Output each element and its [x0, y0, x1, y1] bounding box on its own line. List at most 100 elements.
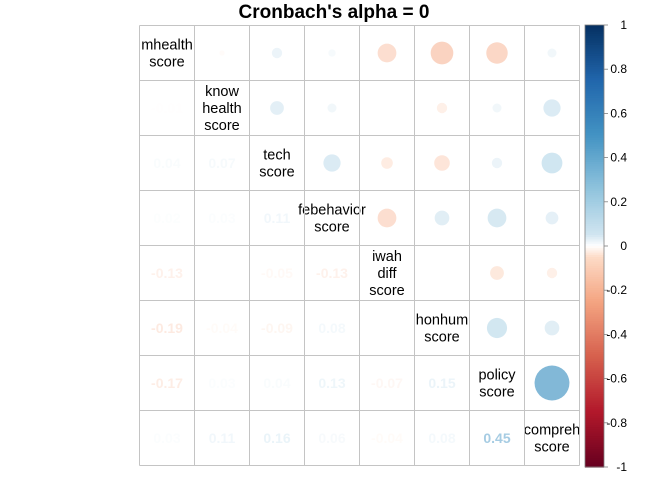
colorbar-segment	[585, 188, 604, 192]
colorbar-segment	[585, 281, 604, 285]
colorbar-segment	[585, 307, 604, 311]
colorbar-segment	[585, 429, 604, 433]
correlation-value: -0.05	[261, 265, 293, 281]
colorbar-segment	[585, 179, 604, 183]
diagonal-label: diff	[377, 266, 397, 282]
colorbar-segment	[585, 175, 604, 179]
colorbar-segment	[585, 226, 604, 229]
correlation-value: 0.13	[318, 375, 345, 391]
colorbar-segment	[585, 239, 604, 243]
correlation-circle	[486, 317, 508, 339]
colorbar-segment	[585, 365, 604, 369]
colorbar-segment	[585, 230, 604, 234]
colorbar-segment	[585, 349, 604, 353]
colorbar-segment	[585, 416, 604, 419]
colorbar-segment	[585, 323, 604, 327]
colorbar-segment	[585, 31, 604, 35]
colorbar-segment	[585, 82, 604, 86]
colorbar-segment	[585, 263, 604, 267]
colorbar-segment	[585, 212, 604, 216]
colorbar-segment	[585, 316, 604, 320]
colorbar-segment	[585, 215, 604, 218]
colorbar-segment	[585, 318, 604, 322]
colorbar-segment	[585, 135, 604, 139]
correlation-circle	[377, 43, 397, 63]
colorbar-segment	[585, 131, 604, 134]
colorbar-segment	[585, 64, 604, 68]
diagonal-label: score	[314, 220, 349, 236]
colorbar-segment	[585, 38, 604, 42]
colorbar-segment	[585, 97, 604, 101]
colorbar-segment	[585, 385, 604, 389]
correlation-value: 0.08	[318, 320, 345, 336]
diagonal-label: score	[424, 330, 459, 346]
colorbar-segment	[585, 186, 604, 190]
colorbar-segment	[585, 89, 604, 92]
colorbar-segment	[585, 100, 604, 103]
colorbar-segment	[585, 144, 604, 148]
colorbar-segment	[585, 219, 604, 223]
colorbar-segment	[585, 177, 604, 181]
correlation-circle	[430, 41, 454, 65]
colorbar-segment	[585, 341, 604, 344]
colorbar-tick-label: 0.4	[610, 151, 627, 165]
correlation-value: 0.16	[263, 430, 290, 446]
colorbar-segment	[585, 334, 604, 338]
colorbar-segment	[585, 126, 604, 130]
colorbar-segment	[585, 108, 604, 112]
colorbar-tick-label: 0.2	[610, 195, 627, 209]
colorbar-segment	[585, 336, 604, 340]
colorbar-segment	[585, 380, 604, 384]
colorbar-tick-label: 0.6	[610, 106, 627, 120]
diagonal-label: mhealth	[141, 38, 193, 54]
colorbar-segment	[585, 422, 604, 426]
correlation-circle	[219, 50, 225, 56]
correlation-value: 0.04	[153, 155, 180, 171]
colorbar-tick-label: 0	[620, 239, 627, 253]
colorbar-segment	[585, 285, 604, 289]
correlation-circle	[541, 152, 563, 174]
colorbar-segment	[585, 261, 604, 265]
colorbar-segment	[585, 62, 604, 66]
diagonal-label: know	[205, 84, 239, 100]
correlation-circle	[436, 102, 448, 114]
colorbar-segment	[585, 95, 604, 99]
colorbar-segment	[585, 371, 604, 375]
correlation-value: 0.06	[318, 430, 345, 446]
colorbar-segment	[585, 310, 604, 313]
colorbar-segment	[585, 208, 604, 212]
colorbar-segment	[585, 29, 604, 33]
colorbar-segment	[585, 398, 604, 402]
colorbar-segment	[585, 391, 604, 395]
correlation-value: -0.04	[206, 320, 238, 336]
colorbar-segment	[585, 460, 604, 464]
correlation-circle	[270, 101, 284, 115]
colorbar-segment	[585, 104, 604, 108]
colorbar-segment	[585, 405, 604, 408]
correlation-value: -0.13	[316, 265, 348, 281]
colorbar-segment	[585, 338, 604, 342]
colorbar-segment	[585, 221, 604, 225]
colorbar-segment	[585, 276, 604, 280]
correlation-circle	[490, 266, 504, 280]
colorbar-segment	[585, 142, 604, 145]
colorbar-segment	[585, 303, 604, 307]
correlation-circle	[328, 49, 336, 57]
correlation-circle	[491, 157, 503, 169]
colorbar-tick-label: -0.6	[606, 372, 627, 386]
colorbar-segment	[585, 420, 604, 424]
colorbar-segment	[585, 438, 604, 442]
colorbar-segment	[585, 455, 604, 459]
colorbar-segment	[585, 237, 604, 240]
colorbar-segment	[585, 210, 604, 214]
correlation-value: 0.11	[264, 210, 291, 226]
colorbar-segment	[585, 396, 604, 400]
correlation-circle	[381, 157, 393, 169]
colorbar-segment	[585, 155, 604, 159]
colorbar-segment	[585, 449, 604, 453]
colorbar-segment	[585, 206, 604, 210]
colorbar-segment	[585, 356, 604, 360]
colorbar-segment	[585, 389, 604, 393]
colorbar-segment	[585, 287, 604, 291]
correlation-value: -0.19	[151, 320, 183, 336]
